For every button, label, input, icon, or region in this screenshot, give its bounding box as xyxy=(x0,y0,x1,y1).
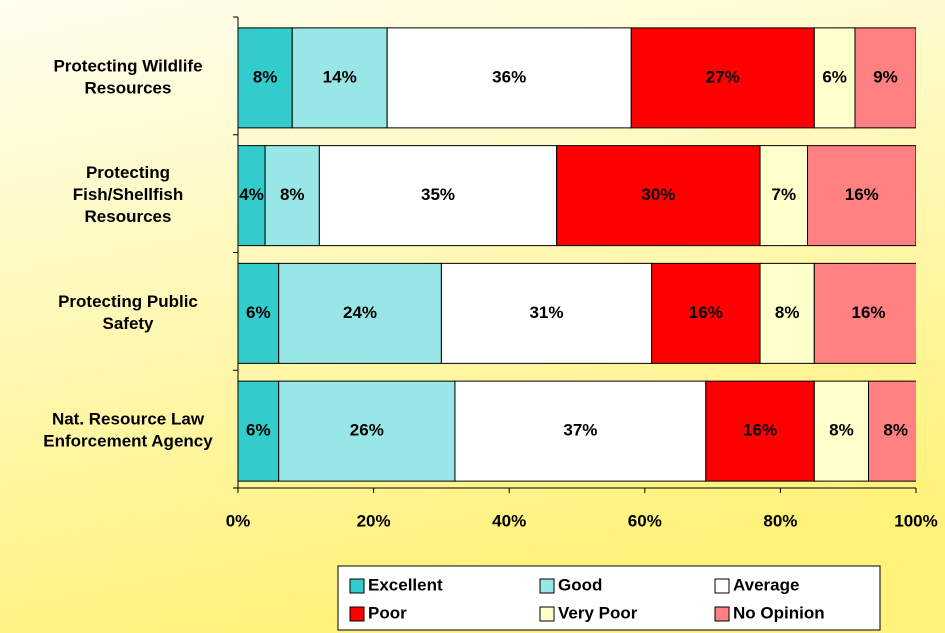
legend-swatch xyxy=(714,578,730,594)
x-tick-label: 20% xyxy=(357,511,391,530)
x-tick-label: 100% xyxy=(894,511,937,530)
bar-segment xyxy=(813,27,856,129)
bar-segment xyxy=(813,380,870,482)
plot-area: 8% 14% 36% 27% 6% 9% 4% 8% 35% 30% 7% 16% 6% 24% 31% 16… xyxy=(238,27,916,482)
bar-segment xyxy=(759,145,809,247)
data-label: 16% xyxy=(852,303,886,322)
category-label: Resources xyxy=(85,78,172,97)
legend-box xyxy=(337,565,881,631)
data-label: 26% xyxy=(350,421,384,440)
data-label: 6% xyxy=(246,421,271,440)
data-label: 8% xyxy=(775,303,800,322)
category-label: Resources xyxy=(85,207,172,226)
data-label: 36% xyxy=(492,67,526,86)
legend-label: No Opinion xyxy=(733,603,825,622)
x-tick-label: 40% xyxy=(492,511,526,530)
bar-segment xyxy=(854,27,916,129)
legend-label: Excellent xyxy=(368,575,443,594)
category-label: Safety xyxy=(102,314,154,333)
x-tick-label: 0% xyxy=(226,511,251,530)
data-label: 8% xyxy=(253,67,278,86)
data-label: 6% xyxy=(246,303,271,322)
legend-label: Very Poor xyxy=(558,603,638,622)
data-label: 37% xyxy=(563,421,597,440)
x-tick-label: 80% xyxy=(763,511,797,530)
data-label: 16% xyxy=(845,185,879,204)
bar-segment xyxy=(291,27,388,129)
legend-label: Good xyxy=(558,575,602,594)
data-label: 16% xyxy=(689,303,723,322)
data-label: 31% xyxy=(529,303,563,322)
legend-label: Average xyxy=(733,575,799,594)
bar-segment xyxy=(759,262,815,364)
data-label: 8% xyxy=(829,421,854,440)
bar-segment xyxy=(630,27,815,129)
bar-segment xyxy=(278,262,442,364)
legend-swatch xyxy=(349,606,365,622)
category-label: Protecting Wildlife xyxy=(53,56,202,75)
bar-segment xyxy=(705,380,815,482)
bar-segment xyxy=(238,145,266,247)
bar-segment xyxy=(651,262,761,364)
category-label: Nat. Resource Law xyxy=(52,410,205,429)
category-label: Fish/Shellfish xyxy=(73,185,184,204)
bar-segment xyxy=(807,145,916,247)
data-label: 16% xyxy=(743,421,777,440)
legend-label: Poor xyxy=(368,603,407,622)
bar-segment xyxy=(238,262,280,364)
bar-segment xyxy=(238,27,293,129)
bar-segment xyxy=(868,380,916,482)
legend-swatch xyxy=(539,578,555,594)
bar-segment xyxy=(440,262,653,364)
bar-segment xyxy=(386,27,632,129)
data-label: 24% xyxy=(343,303,377,322)
data-label: 8% xyxy=(280,185,305,204)
category-label: Enforcement Agency xyxy=(43,432,213,451)
data-label: 6% xyxy=(822,67,847,86)
legend-swatch xyxy=(714,606,730,622)
data-label: 4% xyxy=(239,185,264,204)
bar-segment xyxy=(813,262,916,364)
data-label: 14% xyxy=(323,67,357,86)
data-label: 35% xyxy=(421,185,455,204)
x-tick-label: 60% xyxy=(628,511,662,530)
bar-segment xyxy=(556,145,761,247)
bar-segment xyxy=(278,380,456,482)
legend-swatch xyxy=(539,606,555,622)
bar-segment xyxy=(454,380,707,482)
category-label: Protecting Public xyxy=(58,292,198,311)
data-label: 8% xyxy=(883,421,908,440)
bar-segment xyxy=(264,145,320,247)
bar-segment xyxy=(318,145,558,247)
data-label: 30% xyxy=(641,185,675,204)
legend-swatch xyxy=(349,578,365,594)
category-label: Protecting xyxy=(86,163,170,182)
data-label: 27% xyxy=(706,67,740,86)
data-label: 9% xyxy=(873,67,898,86)
data-label: 7% xyxy=(772,185,797,204)
